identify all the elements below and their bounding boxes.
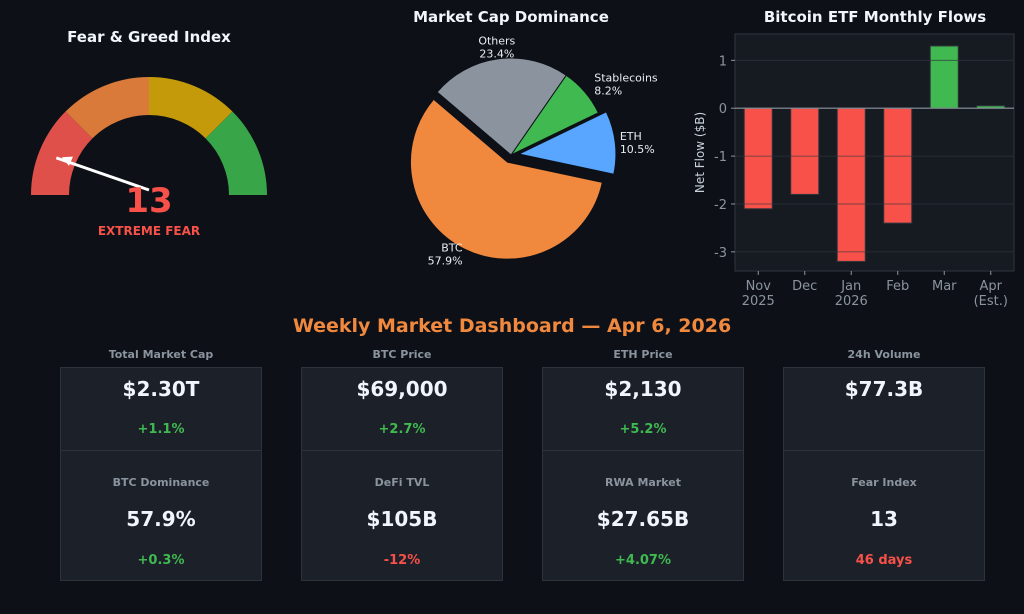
metric-change: +1.1%: [137, 422, 185, 437]
x-tick-label: (Est.): [974, 294, 1008, 309]
y-axis-label: Net Flow ($B): [693, 112, 707, 193]
bar: [743, 107, 773, 210]
gauge-label: EXTREME FEAR: [98, 224, 200, 238]
bar-plot-area: [734, 33, 1015, 272]
metric-card-bottom: [783, 450, 985, 581]
y-tick-label: -2: [714, 198, 727, 213]
pie-label-percent: 8.2%: [594, 85, 622, 98]
gauge-segment: [31, 111, 93, 195]
metric-value: 57.9%: [126, 507, 196, 531]
bar-title: Bitcoin ETF Monthly Flows: [764, 8, 986, 26]
metric-label: ETH Price: [613, 348, 673, 361]
metric-value: $69,000: [356, 377, 448, 401]
y-tick-label: 0: [719, 102, 727, 117]
x-tick-label: 2026: [835, 294, 868, 309]
bar: [790, 107, 820, 195]
metric-card-top: [542, 367, 744, 451]
bar: [929, 45, 959, 109]
gauge-segment: [149, 77, 233, 139]
pie-title: Market Cap Dominance: [413, 8, 609, 26]
pie-label-name: Stablecoins: [594, 72, 658, 85]
metric-label: Total Market Cap: [108, 348, 214, 361]
metric-change: 46 days: [855, 553, 913, 568]
metric-label: 24h Volume: [847, 348, 921, 361]
x-tick-label: Nov: [746, 279, 772, 294]
gauge-needle-arrowhead: [61, 156, 73, 166]
metric-label: Fear Index: [851, 476, 917, 489]
pie-label-name: ETH: [620, 130, 642, 143]
metric-change: +2.7%: [378, 422, 426, 437]
charts-area: Fear & Greed Index 13 EXTREME FEAR Market C…: [31, 8, 1015, 309]
pie-label-name: BTC: [441, 241, 463, 254]
metric-label: BTC Price: [372, 348, 432, 361]
x-tick-label: Jan: [840, 279, 861, 294]
pie-slice-eth: [517, 111, 617, 175]
y-tick-label: -3: [714, 246, 727, 261]
pie-label-percent: 23.4%: [479, 47, 514, 60]
metric-label: RWA Market: [605, 476, 681, 489]
metric-card-bottom: [60, 450, 262, 581]
x-tick-label: 2025: [742, 294, 775, 309]
x-tick-label: Dec: [792, 279, 817, 294]
metric-label: BTC Dominance: [112, 476, 210, 489]
metric-value: $105B: [366, 507, 438, 531]
pie-slice-btc: [410, 98, 603, 260]
gauge-value: 13: [125, 181, 172, 221]
metric-card-bottom: [542, 450, 744, 581]
metric-card-top: [783, 367, 985, 451]
metric-change: +0.3%: [137, 553, 185, 568]
metric-card-top: [60, 367, 262, 451]
metric-value: $77.3B: [844, 377, 924, 401]
x-tick-label: Feb: [886, 279, 909, 294]
gauge-segment: [205, 111, 267, 195]
pie-label-percent: 10.5%: [620, 143, 655, 156]
y-tick-label: 1: [719, 54, 727, 69]
pie-slice-others: [436, 57, 567, 156]
metric-value: $27.65B: [596, 507, 690, 531]
metric-card-bottom: [301, 450, 503, 581]
metric-label: DeFi TVL: [374, 476, 430, 489]
metric-value: 13: [870, 507, 898, 531]
bar: [836, 107, 866, 262]
x-tick-label: Apr: [980, 279, 1003, 294]
gauge-title: Fear & Greed Index: [67, 28, 231, 46]
pie-label-name: Others: [478, 34, 515, 47]
pie-label-percent: 57.9%: [428, 254, 463, 267]
metric-value: $2.30T: [122, 377, 200, 401]
bar: [883, 107, 913, 224]
gauge-segment: [65, 77, 149, 139]
dashboard-title: Weekly Market Dashboard — Apr 6, 2026: [292, 315, 732, 337]
gauge-needle: [55, 156, 150, 192]
metric-change: +5.2%: [619, 422, 667, 437]
y-tick-label: -1: [714, 150, 727, 165]
metric-change: +4.07%: [615, 553, 671, 568]
x-tick-label: Mar: [932, 279, 957, 294]
metric-value: $2,130: [604, 377, 682, 401]
metric-change: -12%: [383, 553, 421, 568]
